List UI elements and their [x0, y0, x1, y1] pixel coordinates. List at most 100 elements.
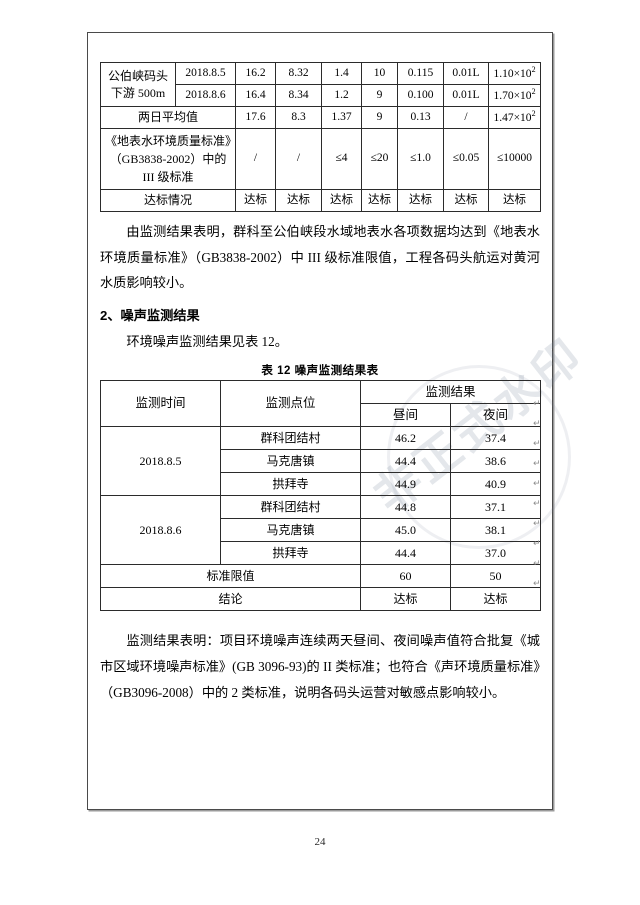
water-val-1-3: 9 [361, 84, 398, 107]
water-date-1: 2018.8.6 [175, 84, 236, 107]
table-row: 两日平均值 17.6 8.3 1.37 9 0.13 / 1.47×102 [100, 106, 541, 129]
water-val-0-0: 16.2 [235, 62, 276, 85]
water-std-2: ≤4 [321, 128, 362, 190]
noise-point-1-0: 群科团结村 [220, 495, 361, 520]
water-val-0-6: 1.10×102 [488, 62, 541, 85]
return-mark: ↵ [533, 439, 541, 449]
table-row: 达标情况 达标 达标 达标 达标 达标 达标 达标 [100, 189, 541, 212]
water-comp-2: 达标 [321, 189, 362, 212]
noise-limit-night: 50 [449, 564, 542, 589]
table-row: 2018.8.6 群科团结村 44.8 37.1 [100, 495, 542, 566]
noise-date-0: 2018.8.5 [100, 426, 221, 497]
water-comp-1: 达标 [275, 189, 322, 212]
water-val-1-4: 0.100 [397, 84, 444, 107]
water-site-line1: 公伯峡码头 [107, 69, 168, 84]
noise-point-1-1: 马克唐镇 [220, 518, 361, 543]
noise-monitoring-table: 监测时间 监测点位 监测结果 昼间 夜间 2018.8.5 群科团结村 46.2… [100, 380, 542, 612]
water-site-line2: 下游 500m [110, 85, 166, 100]
noise-table-caption: 表 12 噪声监测结果表 [261, 364, 379, 377]
noise-day-1-1: 45.0 [360, 518, 451, 543]
water-val-1-0: 16.4 [235, 84, 276, 107]
water-std-4: ≤1.0 [397, 128, 444, 190]
table-row: 2018.8.5 群科团结村 46.2 37.4 [100, 426, 542, 497]
water-site-label: 公伯峡码头 下游 500m [100, 62, 176, 107]
table-row: 2018.8.6 16.4 8.34 1.2 9 0.100 0.01L 1.7… [101, 84, 541, 107]
table-row: 马克唐镇 45.0 38.1 [101, 518, 542, 543]
water-comp-0: 达标 [235, 189, 276, 212]
noise-conclusion-label: 结论 [100, 587, 361, 612]
section-heading-noise: 2、噪声监测结果 [100, 308, 200, 324]
noise-day-1-2: 44.4 [360, 541, 451, 566]
noise-point-0-1: 马克唐镇 [220, 449, 361, 474]
water-std-3: ≤20 [361, 128, 398, 190]
noise-conclusion-night: 达标 [449, 587, 542, 612]
return-mark: ↵ [533, 539, 541, 549]
noise-hdr-night: 夜间 [449, 403, 542, 428]
water-val-1-1: 8.34 [275, 84, 322, 107]
noise-hdr-point: 监测点位 [220, 380, 361, 428]
water-avg-6: 1.47×102 [488, 106, 541, 129]
water-avg-2: 1.37 [321, 106, 362, 129]
water-avg-1: 8.3 [275, 106, 322, 129]
water-avg-0: 17.6 [235, 106, 276, 129]
page-number: 24 [314, 836, 326, 848]
water-val-1-2: 1.2 [321, 84, 362, 107]
noise-hdr-day: 昼间 [360, 403, 451, 428]
table-row: 结论 达标 达标 [100, 587, 542, 612]
noise-night-1-1: 38.1 [449, 518, 542, 543]
return-mark: ↵ [533, 559, 541, 569]
table-header-row: 昼间 夜间 [101, 403, 542, 428]
table-row: 标准限值 60 50 [100, 564, 542, 589]
water-date-0: 2018.8.5 [175, 62, 236, 85]
water-val-1-6: 1.70×102 [488, 84, 541, 107]
return-mark: ↵ [533, 399, 541, 409]
water-avg-4: 0.13 [397, 106, 444, 129]
noise-conclusion-day: 达标 [360, 587, 451, 612]
return-mark: ↵ [533, 579, 541, 589]
water-val-0-5: 0.01L [443, 62, 489, 85]
water-average-label: 两日平均值 [100, 106, 236, 129]
noise-day-1-0: 44.8 [360, 495, 451, 520]
noise-day-0-0: 46.2 [360, 426, 451, 451]
noise-intro-paragraph: 环境噪声监测结果见表 12。 [126, 333, 288, 349]
noise-night-1-0: 37.1 [449, 495, 542, 520]
water-avg-3: 9 [361, 106, 398, 129]
noise-hdr-time: 监测时间 [100, 380, 221, 428]
noise-night-1-2: 37.0 [449, 541, 542, 566]
water-val-0-2: 1.4 [321, 62, 362, 85]
noise-point-0-2: 拱拜寺 [220, 472, 361, 497]
noise-night-0-0: 37.4 [449, 426, 542, 451]
water-avg-5: / [443, 106, 489, 129]
noise-point-1-2: 拱拜寺 [220, 541, 361, 566]
water-result-paragraph: 由监测结果表明，群科至公伯峡段水域地表水各项数据均达到《地表水环境质量标准》（G… [100, 224, 540, 291]
table-row: 《地表水环境质量标准》（GB3838-2002）中的 III 级标准 / / ≤… [100, 128, 541, 190]
water-val-0-4: 0.115 [397, 62, 444, 85]
water-comp-6: 达标 [488, 189, 541, 212]
water-comp-3: 达标 [361, 189, 398, 212]
table-row: 拱拜寺 44.4 37.0 [101, 541, 542, 566]
table-row: 公伯峡码头 下游 500m 2018.8.5 16.2 8.32 1.4 10 … [100, 62, 541, 107]
water-compliance-label: 达标情况 [100, 189, 236, 212]
page-border [87, 32, 553, 810]
table-row: 马克唐镇 44.4 38.6 [101, 449, 542, 474]
return-mark: ↵ [533, 479, 541, 489]
noise-limit-label: 标准限值 [100, 564, 361, 589]
table-header-row: 监测时间 监测点位 监测结果 [100, 380, 542, 428]
noise-night-0-1: 38.6 [449, 449, 542, 474]
noise-hdr-result: 监测结果 [359, 380, 542, 405]
water-val-0-1: 8.32 [275, 62, 322, 85]
noise-result-paragraph: 监测结果表明：项目环境噪声连续两天昼间、夜间噪声值符合批复《城市区域环境噪声标准… [100, 633, 540, 700]
water-comp-5: 达标 [443, 189, 489, 212]
water-std-5: ≤0.05 [443, 128, 489, 190]
noise-limit-day: 60 [360, 564, 451, 589]
water-quality-table: 公伯峡码头 下游 500m 2018.8.5 16.2 8.32 1.4 10 … [100, 62, 541, 212]
noise-night-0-2: 40.9 [449, 472, 542, 497]
water-standard-label: 《地表水环境质量标准》（GB3838-2002）中的 III 级标准 [100, 128, 236, 190]
water-std-1: / [275, 128, 322, 190]
water-std-6: ≤10000 [488, 128, 541, 190]
water-val-1-5: 0.01L [443, 84, 489, 107]
noise-point-0-0: 群科团结村 [220, 426, 361, 451]
return-mark: ↵ [533, 419, 541, 429]
table-row: 拱拜寺 44.9 40.9 [101, 472, 542, 497]
